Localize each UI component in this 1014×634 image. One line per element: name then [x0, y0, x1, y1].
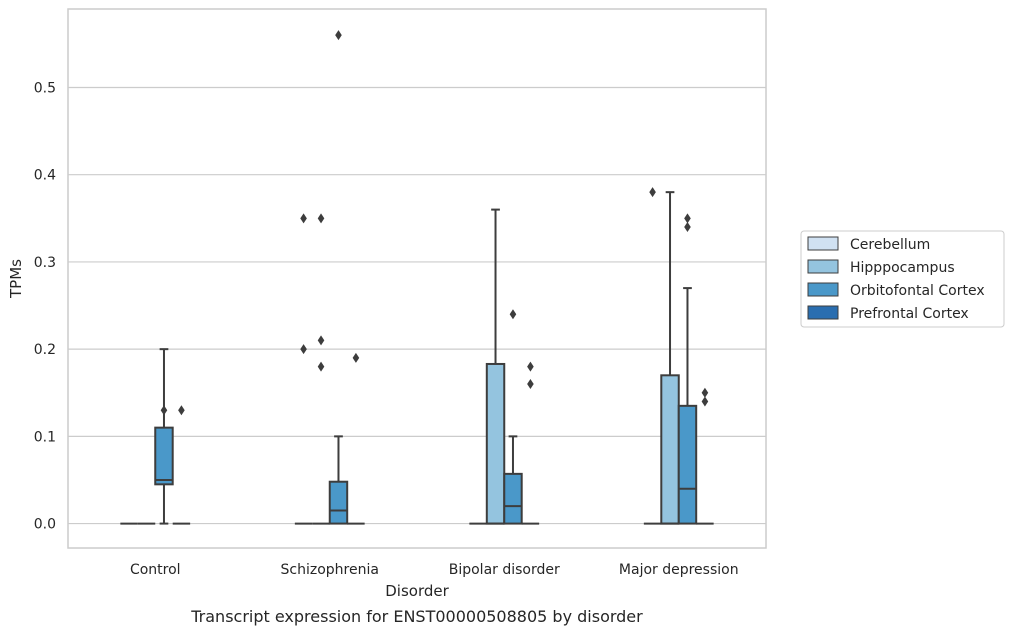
box-iqr [660, 374, 680, 525]
box-iqr [503, 472, 523, 525]
box-orbitofontal-cortex [328, 435, 349, 525]
outlier-point [300, 344, 307, 355]
legend-label: Orbitofontal Cortex [850, 283, 985, 299]
box-iqr [677, 404, 698, 525]
legend-entry: Hipppocampus [807, 259, 955, 276]
box-iqr [328, 480, 349, 525]
outlier-point [684, 222, 691, 233]
outlier-point [527, 361, 534, 372]
legend-swatch [807, 305, 839, 320]
legend-label: Cerebellum [850, 237, 930, 253]
outlier-point [701, 387, 709, 398]
outlier-point [649, 187, 656, 198]
y-tick-label: 0.1 [34, 429, 56, 445]
legend-label: Hipppocampus [850, 260, 955, 276]
box-iqr [485, 362, 506, 525]
outlier-point [317, 335, 325, 346]
box-hipppocampus [485, 208, 506, 525]
legend-entry: Prefrontal Cortex [807, 305, 969, 322]
legend: Cerebellum Hipppocampus Orbitofontal Corte… [800, 230, 1005, 328]
y-tick-label: 0.3 [34, 255, 56, 271]
y-axis-ticks: 0.0 0.1 0.2 0.3 0.4 0.5 [34, 80, 56, 532]
y-tick-label: 0.2 [34, 342, 56, 358]
x-tick-label: Major depression [619, 562, 739, 578]
box-orbitofontal-cortex [154, 348, 174, 525]
x-tick-label: Bipolar disorder [449, 562, 560, 578]
legend-frame [800, 230, 1005, 328]
y-axis-label: TPMs [7, 259, 25, 299]
figure-caption: Transcript expression for ENST0000050880… [190, 607, 643, 626]
box-orbitofontal-cortex [503, 435, 523, 525]
outlier-point [701, 396, 709, 407]
legend-swatch [807, 259, 839, 274]
box-orbitofontal-cortex [677, 287, 698, 525]
outlier-point [300, 213, 307, 224]
x-tick-label: Control [130, 562, 181, 578]
y-tick-label: 0.0 [34, 517, 56, 533]
x-axis-label: Disorder [385, 582, 449, 600]
legend-entry: Orbitofontal Cortex [807, 282, 985, 299]
outlier-point [317, 361, 325, 372]
outlier-point [684, 213, 691, 224]
outlier-point [352, 352, 360, 363]
outlier-point [178, 405, 185, 416]
outliers [160, 30, 709, 416]
boxes [120, 191, 714, 525]
legend-entry: Cerebellum [807, 236, 930, 253]
outlier-point [509, 309, 517, 320]
x-axis-ticks: Control Schizophrenia Bipolar disorder Majo… [130, 562, 739, 578]
plot-area-frame [67, 8, 767, 549]
outlier-point [160, 405, 168, 416]
legend-swatch [807, 282, 839, 297]
legend-label: Prefrontal Cortex [850, 306, 969, 322]
y-tick-label: 0.5 [34, 80, 56, 96]
outlier-point [335, 30, 342, 41]
outlier-point [317, 213, 325, 224]
x-tick-label: Schizophrenia [281, 562, 379, 578]
y-tick-label: 0.4 [34, 168, 56, 184]
box-iqr [154, 426, 174, 486]
legend-swatch [807, 236, 839, 251]
outlier-point [527, 379, 534, 390]
